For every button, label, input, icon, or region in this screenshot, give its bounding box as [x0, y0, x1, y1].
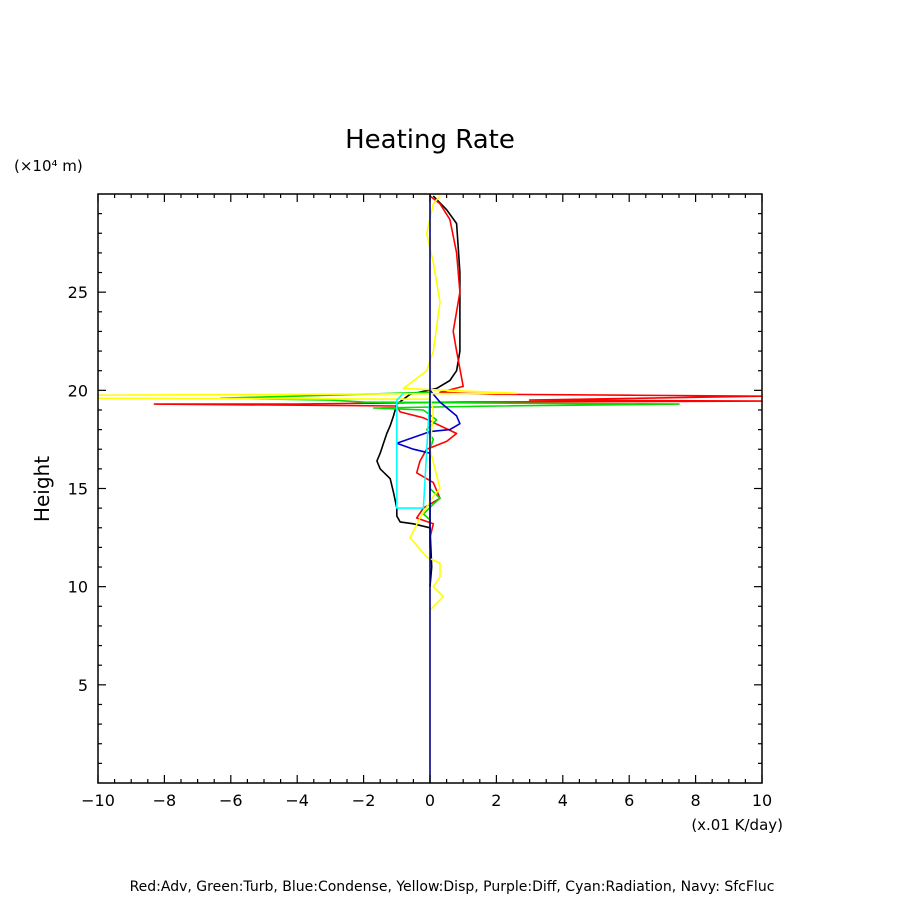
x-tick-label: −4 — [285, 791, 309, 810]
y-unit-label: (×10⁴ m) — [14, 157, 83, 175]
x-unit-label: (x.01 K/day) — [691, 816, 783, 834]
x-tick-label: 10 — [752, 791, 772, 810]
series-line-2 — [153, 195, 763, 538]
x-tick-label: −6 — [219, 791, 243, 810]
chart-title: Heating Rate — [345, 125, 515, 155]
y-tick-label: 10 — [68, 578, 88, 597]
series-line-1 — [376, 195, 461, 587]
x-tick-label: 8 — [691, 791, 701, 810]
series-line-3 — [220, 391, 680, 521]
x-tick-label: 0 — [425, 791, 435, 810]
x-tick-label: 4 — [558, 791, 568, 810]
plot-frame — [97, 193, 763, 784]
x-tick-label: 2 — [491, 791, 501, 810]
y-tick-label: 15 — [68, 480, 88, 499]
x-tick-label: 6 — [624, 791, 634, 810]
legend-text: Red:Adv, Green:Turb, Blue:Condense, Yell… — [130, 879, 775, 895]
y-tick-label: 25 — [68, 283, 88, 302]
series-line-4 — [395, 389, 461, 548]
series-layer — [97, 194, 763, 783]
y-tick-label: 5 — [78, 676, 88, 695]
series-line-5 — [97, 195, 518, 611]
ticks-layer: −10 −8 −6 −4 −2 0 2 4 6 8 10 5 10 15 20 25 — [68, 194, 772, 810]
x-tick-label: −2 — [352, 791, 376, 810]
x-tick-label: −10 — [81, 791, 115, 810]
y-tick-label: 20 — [68, 381, 88, 400]
x-tick-label: −8 — [153, 791, 177, 810]
y-axis-title: Height — [30, 456, 54, 522]
series-line-6 — [395, 392, 431, 509]
